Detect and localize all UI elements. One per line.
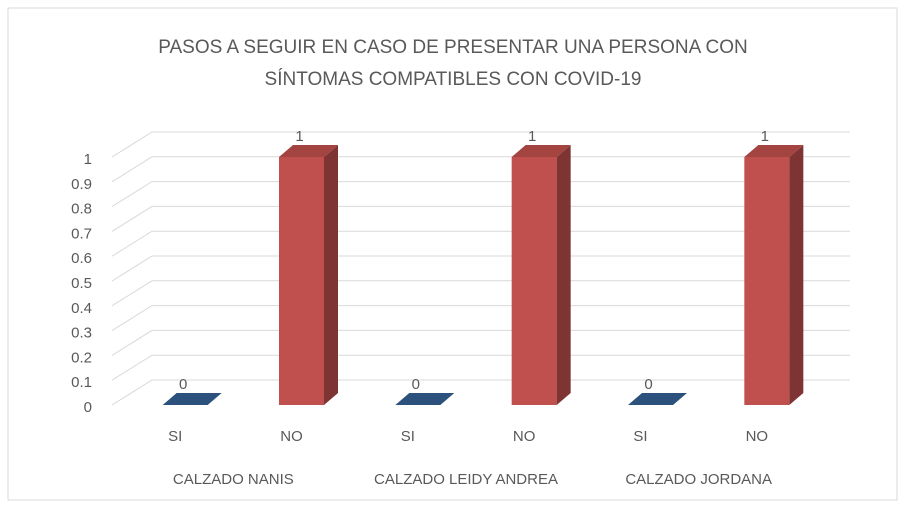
bar-face <box>162 393 222 405</box>
grid-line <box>111 255 850 282</box>
bar <box>395 393 455 405</box>
y-tick-label: 0.9 <box>71 176 92 193</box>
y-tick-label: 0.4 <box>71 300 92 317</box>
group-label: CALZADO JORDANA <box>625 471 772 488</box>
bar <box>744 145 804 405</box>
grid-line <box>111 181 850 208</box>
grid-line <box>111 230 850 257</box>
bar-face <box>744 157 790 405</box>
data-label: 1 <box>528 128 536 145</box>
grid-line <box>111 379 850 406</box>
bar <box>628 393 687 405</box>
grid-line <box>111 280 850 307</box>
chart-title: SÍNTOMAS COMPATIBLES CON COVID-19 <box>265 69 642 90</box>
bar-face <box>628 393 687 405</box>
bar <box>279 145 338 405</box>
data-label: 0 <box>412 376 420 393</box>
bar-face <box>789 145 804 405</box>
bar-face <box>279 157 324 405</box>
bar-face <box>556 145 571 405</box>
y-tick-label: 0 <box>84 399 92 416</box>
x-tick-label: NO <box>280 428 303 445</box>
x-tick-label: NO <box>513 428 536 445</box>
y-tick-label: 1 <box>84 151 92 168</box>
bar-face <box>324 145 338 405</box>
data-label: 0 <box>644 376 652 393</box>
bar-face <box>511 157 557 405</box>
grid-line <box>111 205 850 232</box>
grid-line <box>111 156 850 183</box>
chart-title: PASOS A SEGUIR EN CASO DE PRESENTAR UNA … <box>158 37 748 58</box>
x-tick-label: SI <box>401 428 415 445</box>
bar-face <box>744 145 804 157</box>
y-tick-label: 0.2 <box>71 349 92 366</box>
bar <box>511 145 571 405</box>
grid-line <box>111 329 850 356</box>
x-tick-label: SI <box>633 428 647 445</box>
bar-face <box>511 145 571 157</box>
y-tick-label: 0.5 <box>71 275 92 292</box>
y-tick-label: 0.8 <box>71 201 92 218</box>
data-label: 1 <box>761 128 769 145</box>
y-tick-label: 0.6 <box>71 250 92 267</box>
x-tick-label: SI <box>168 428 182 445</box>
grid-line <box>111 354 850 381</box>
group-label: CALZADO NANIS <box>173 471 294 488</box>
bar-face <box>279 145 338 157</box>
grid-line <box>111 131 850 158</box>
group-label: CALZADO LEIDY ANDREA <box>374 471 558 488</box>
y-tick-label: 0.7 <box>71 225 92 242</box>
grid-line <box>111 305 850 332</box>
bar <box>162 393 222 405</box>
y-tick-label: 0.3 <box>71 325 92 342</box>
data-label: 0 <box>179 376 187 393</box>
data-label: 1 <box>295 128 303 145</box>
bar-face <box>395 393 455 405</box>
y-tick-label: 0.1 <box>71 374 92 391</box>
x-tick-label: NO <box>746 428 769 445</box>
